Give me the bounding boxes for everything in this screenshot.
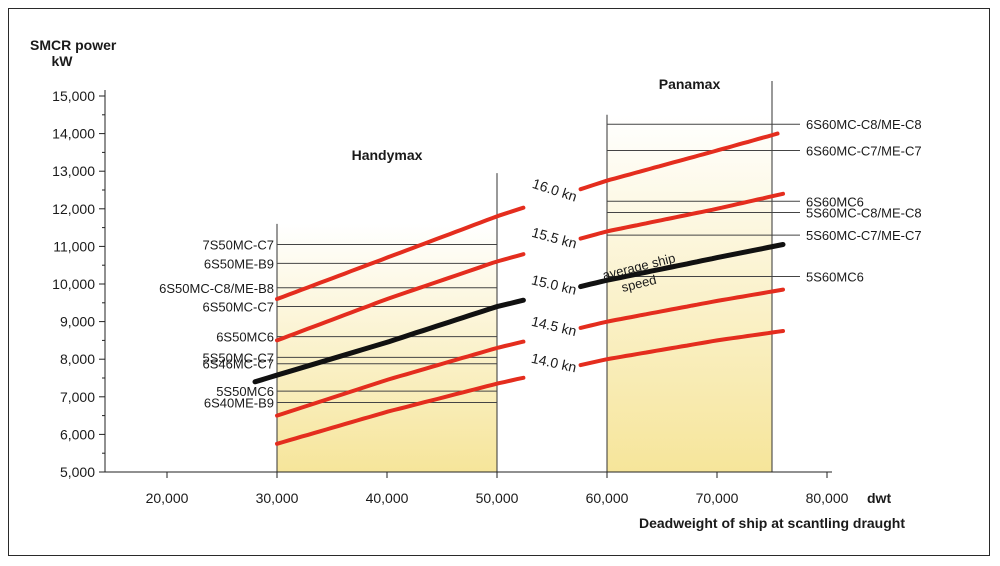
engine-label-6s50me-b9: 6S50ME-B9 — [204, 256, 274, 271]
region-panamax — [607, 114, 772, 473]
x-axis-unit: dwt — [867, 490, 891, 506]
series-16-0-kn-curve — [578, 131, 780, 192]
chart-frame — [8, 8, 990, 556]
engine-label-6s40me-b9: 6S40ME-B9 — [204, 395, 274, 410]
series-14-0-kn-curve — [578, 329, 785, 368]
series-label-16-0-kn: 16.0 kn — [530, 175, 579, 204]
y-tick-label: 12,000 — [52, 201, 95, 217]
series-14-5-kn-curve — [275, 339, 526, 418]
region-handymax — [277, 223, 497, 472]
series-15-0-kn-curve — [252, 297, 526, 385]
y-tick-label: 11,000 — [53, 238, 95, 254]
x-tick-label: 50,000 — [476, 490, 519, 506]
y-tick-label: 9,000 — [60, 314, 95, 330]
y-tick-label: 5,000 — [60, 464, 95, 480]
engine-label-5s60mc-c7-me-c7: 5S60MC-C7/ME-C7 — [806, 228, 922, 243]
series-16-0-kn-curve — [275, 205, 526, 301]
series-14-5-kn-curve — [578, 287, 785, 330]
axes: 5,000 6,000 7,000 8,000 9,000 10,000 11,000 12,… — [52, 88, 848, 506]
engine-label-6s60mc-c8-me-c8: 6S60MC-C8/ME-C8 — [806, 117, 922, 132]
series-15-0-kn-curve — [578, 242, 786, 290]
x-tick-label: 40,000 — [366, 490, 409, 506]
y-axis-label-line1: SMCR power — [30, 37, 117, 53]
engine-label-5s60mc6: 5S60MC6 — [806, 269, 864, 284]
y-axis-label-line2: kW — [52, 53, 74, 69]
series-label-14-5-kn: 14.5 kn — [530, 313, 578, 339]
x-tick-label: 80,000 — [806, 490, 849, 506]
engine-label-7s50mc-c7: 7S50MC-C7 — [202, 238, 274, 253]
x-tick-label: 70,000 — [696, 490, 739, 506]
x-tick-label: 60,000 — [586, 490, 629, 506]
series-label-14-0-kn: 14.0 kn — [530, 350, 578, 376]
engine-label-5s60mc-c8-me-c8: 5S60MC-C8/ME-C8 — [806, 206, 922, 221]
region-label-handymax: Handymax — [352, 147, 423, 163]
y-tick-label: 10,000 — [52, 276, 95, 292]
engine-label-6s60mc-c7-me-c7: 6S60MC-C7/ME-C7 — [806, 144, 922, 159]
size-class-regions: Handymax Panamax — [276, 76, 773, 473]
series-label-15-0-kn: 15.0 kn — [530, 272, 578, 298]
engine-label-5s50mc-c7: 5S50MC-C7 — [202, 350, 274, 365]
region-label-panamax: Panamax — [659, 76, 721, 92]
engine-label-6s46mc-c7: 6S46MC-C7 — [202, 357, 274, 372]
x-axis-label: Deadweight of ship at scantling draught — [639, 515, 905, 531]
engine-label-5s50mc6: 5S50MC6 — [216, 384, 274, 399]
x-tick-label: 20,000 — [146, 490, 189, 506]
y-tick-label: 6,000 — [60, 426, 95, 442]
engine-label-6s50mc-c8-me-b8: 6S50MC-C8/ME-B8 — [159, 281, 274, 296]
series-label-15-5-kn: 15.5 kn — [530, 224, 579, 252]
y-tick-label: 15,000 — [52, 88, 95, 104]
series-14-0-kn-curve — [275, 375, 526, 446]
engine-label-6s60mc6: 6S60MC6 — [806, 194, 864, 209]
y-tick-label: 14,000 — [52, 126, 95, 142]
engine-label-6s50mc-c7: 6S50MC-C7 — [202, 300, 274, 315]
series-15-5-kn-curve — [578, 191, 785, 241]
engine-reference-lines: 7S50MC-C7 6S50ME-B9 6S50MC-C8/ME-B8 6S50MC-… — [159, 117, 921, 410]
series-15-5-kn-curve — [275, 252, 526, 343]
engine-label-6s50mc6: 6S50MC6 — [216, 330, 274, 345]
x-tick-label: 30,000 — [256, 490, 299, 506]
y-tick-label: 7,000 — [60, 389, 95, 405]
y-tick-label: 13,000 — [52, 163, 95, 179]
chart-text-labels: SMCR power kW Deadweight of ship at scan… — [30, 37, 905, 531]
y-tick-label: 8,000 — [60, 351, 95, 367]
